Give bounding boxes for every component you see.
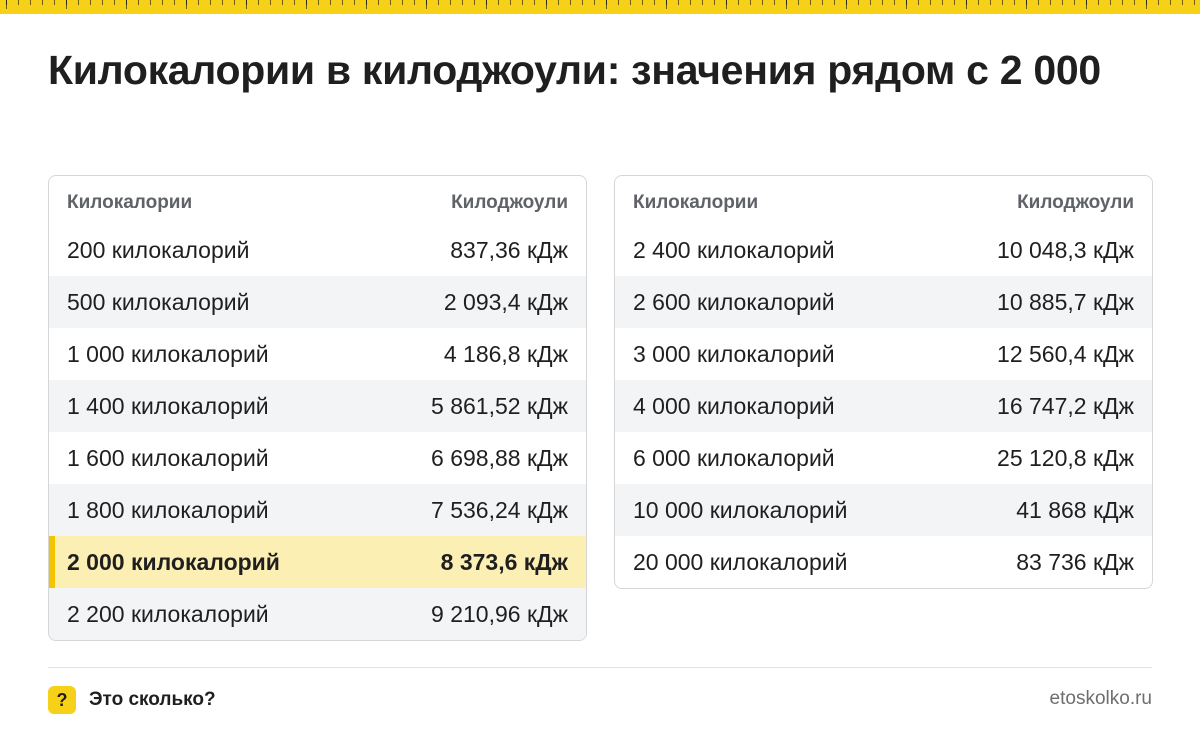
header-kcal: Килокалории (67, 192, 193, 213)
kcal-cell: 2 400 килокалорий (633, 236, 835, 263)
kj-cell: 10 048,3 кДж (997, 236, 1134, 263)
kj-cell: 5 861,52 кДж (431, 392, 568, 419)
kcal-cell: 1 400 килокалорий (67, 392, 269, 419)
kj-cell: 16 747,2 кДж (997, 392, 1134, 419)
question-mark-icon: ? (48, 686, 76, 714)
table-row: 2 200 килокалорий 9 210,96 кДж (49, 588, 586, 640)
table-row: 2 600 килокалорий 10 885,7 кДж (615, 276, 1152, 328)
kj-cell: 83 736 кДж (1016, 548, 1134, 575)
table-row: 6 000 килокалорий 25 120,8 кДж (615, 432, 1152, 484)
kj-cell: 12 560,4 кДж (997, 340, 1134, 367)
kcal-cell: 3 000 килокалорий (633, 340, 835, 367)
kcal-cell: 10 000 килокалорий (633, 496, 848, 523)
footer-divider (48, 667, 1152, 668)
kj-cell: 837,36 кДж (450, 236, 568, 263)
kj-cell: 7 536,24 кДж (431, 496, 568, 523)
kj-cell: 41 868 кДж (1016, 496, 1134, 523)
kcal-cell: 1 800 килокалорий (67, 496, 269, 523)
site-link[interactable]: etoskolko.ru (1049, 688, 1152, 709)
table-row: 4 000 килокалорий 16 747,2 кДж (615, 380, 1152, 432)
kj-cell: 4 186,8 кДж (443, 340, 568, 367)
kj-cell: 9 210,96 кДж (431, 600, 568, 627)
table-row: 20 000 килокалорий 83 736 кДж (615, 536, 1152, 588)
kj-cell: 6 698,88 кДж (431, 444, 568, 471)
kcal-cell: 6 000 килокалорий (633, 444, 835, 471)
kcal-cell: 2 200 килокалорий (67, 600, 269, 627)
table-row: 1 600 килокалорий 6 698,88 кДж (49, 432, 586, 484)
kj-cell: 8 373,6 кДж (440, 548, 568, 575)
kcal-cell: 2 000 килокалорий (67, 548, 280, 575)
kcal-cell: 2 600 килокалорий (633, 288, 835, 315)
kcal-cell: 4 000 килокалорий (633, 392, 835, 419)
kj-cell: 10 885,7 кДж (997, 288, 1134, 315)
table-row: 10 000 килокалорий 41 868 кДж (615, 484, 1152, 536)
table-row: 3 000 килокалорий 12 560,4 кДж (615, 328, 1152, 380)
header-kj: Килоджоули (451, 192, 568, 213)
header-kcal: Килокалории (633, 192, 759, 213)
kcal-cell: 20 000 килокалорий (633, 548, 848, 575)
kj-cell: 2 093,4 кДж (443, 288, 568, 315)
kcal-cell: 200 килокалорий (67, 236, 250, 263)
table-row: 1 800 килокалорий 7 536,24 кДж (49, 484, 586, 536)
conversion-table-left: Килокалории Килоджоули 200 килокалорий 8… (48, 175, 587, 641)
kcal-cell: 1 000 килокалорий (67, 340, 269, 367)
ruler-stripe (0, 0, 1200, 14)
table-header: Килокалории Килоджоули (49, 176, 586, 224)
brand[interactable]: ? Это сколько? (48, 686, 216, 714)
kj-cell: 25 120,8 кДж (997, 444, 1134, 471)
table-row: 500 килокалорий 2 093,4 кДж (49, 276, 586, 328)
page-title: Килокалории в килоджоули: значения рядом… (48, 47, 1101, 93)
table-row: 2 400 килокалорий 10 048,3 кДж (615, 224, 1152, 276)
conversion-table-right: Килокалории Килоджоули 2 400 килокалорий… (614, 175, 1153, 589)
table-row-highlighted: 2 000 килокалорий 8 373,6 кДж (49, 536, 586, 588)
kcal-cell: 1 600 килокалорий (67, 444, 269, 471)
kcal-cell: 500 килокалорий (67, 288, 250, 315)
table-row: 1 400 килокалорий 5 861,52 кДж (49, 380, 586, 432)
header-kj: Килоджоули (1017, 192, 1134, 213)
table-row: 200 килокалорий 837,36 кДж (49, 224, 586, 276)
table-row: 1 000 килокалорий 4 186,8 кДж (49, 328, 586, 380)
table-header: Килокалории Килоджоули (615, 176, 1152, 224)
brand-name: Это сколько? (89, 689, 216, 710)
